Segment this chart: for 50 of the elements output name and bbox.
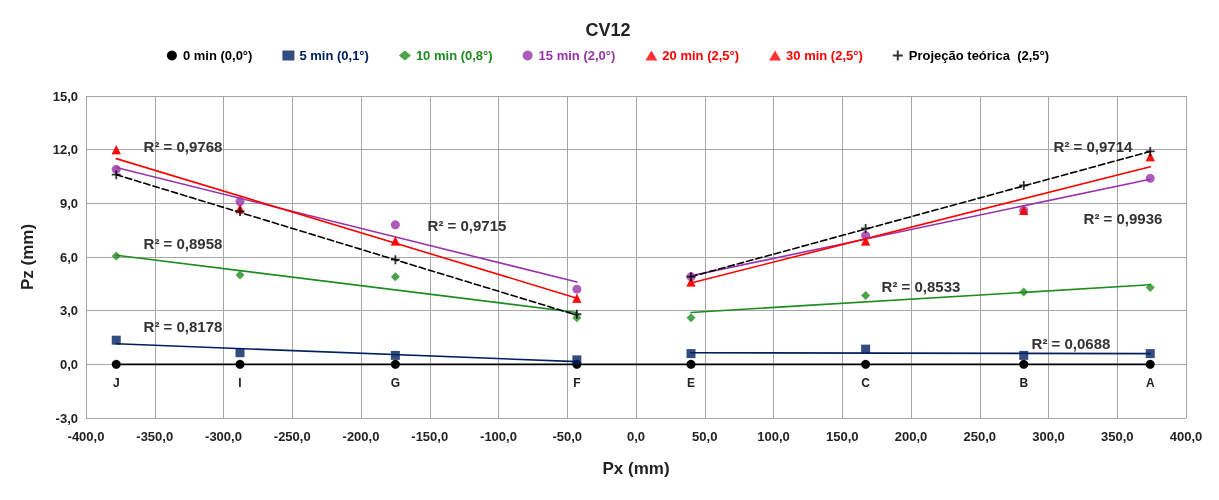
data-label: B: [1019, 375, 1029, 390]
legend-label: 0 min (0,0°): [182, 48, 253, 63]
x-tick-label: 400,0: [1169, 429, 1203, 444]
x-tick-label: -250,0: [273, 429, 311, 444]
x-tick-label: 300,0: [1032, 429, 1065, 444]
y-tick-label: 6,0: [59, 249, 78, 265]
y-tick-label: 0,0: [59, 356, 78, 372]
y-axis-title: Pz (mm): [18, 223, 37, 291]
y-tick-label: 12,0: [52, 142, 78, 158]
x-tick-label: -150,0: [411, 429, 449, 444]
y-tick-label: 9,0: [59, 195, 78, 211]
data-label: C: [861, 375, 871, 390]
x-tick-label: -50,0: [552, 429, 583, 444]
legend-label: 15 min (2,0°): [538, 48, 616, 63]
data-label: I: [238, 375, 242, 390]
data-label: J: [112, 375, 120, 390]
x-tick-label: -100,0: [480, 429, 517, 444]
x-tick-label: -200,0: [342, 429, 380, 444]
annotation: R² = 0,9768: [143, 137, 223, 155]
x-tick-label: 200,0: [894, 429, 928, 444]
data-label: F: [573, 375, 581, 390]
annotation: R² = 0,8958: [143, 234, 223, 252]
x-tick-label: 350,0: [1100, 429, 1134, 444]
data-label: G: [390, 375, 401, 390]
legend-label: 30 min (2,5°): [786, 48, 863, 63]
x-tick-label: -400,0: [67, 429, 105, 444]
x-tick-label: 250,0: [963, 429, 997, 444]
annotation: R² = 0,9714: [1053, 137, 1134, 155]
annotation: R² = 0,8533: [881, 277, 961, 295]
x-tick-label: 0,0: [626, 429, 646, 444]
annotation: R² = 0,9936: [1083, 209, 1163, 227]
legend-label: Projeção teórica (2,5°): [908, 48, 1050, 63]
annotation: R² = 0,0688: [1031, 334, 1111, 352]
y-tick-label: 3,0: [59, 303, 78, 319]
x-tick-label: 50,0: [692, 429, 718, 444]
x-tick-label: -300,0: [205, 429, 242, 444]
y-tick-label: 15,0: [52, 88, 78, 104]
legend-label: 10 min (0,8°): [415, 48, 493, 63]
annotation: R² = 0,8178: [143, 317, 223, 335]
x-tick-label: 150,0: [825, 429, 859, 444]
y-tick-label: -3,0: [55, 410, 78, 426]
data-label: A: [1145, 375, 1155, 390]
x-tick-label: -350,0: [136, 429, 174, 444]
data-label: E: [686, 375, 696, 390]
legend-label: 20 min (2,5°): [662, 48, 740, 63]
x-axis-title: Px (mm): [602, 459, 670, 478]
annotation: R² = 0,9715: [427, 216, 507, 234]
chart-title: CV12: [585, 20, 631, 40]
x-tick-label: 100,0: [757, 429, 790, 444]
legend-label: 5 min (0,1°): [299, 48, 369, 63]
